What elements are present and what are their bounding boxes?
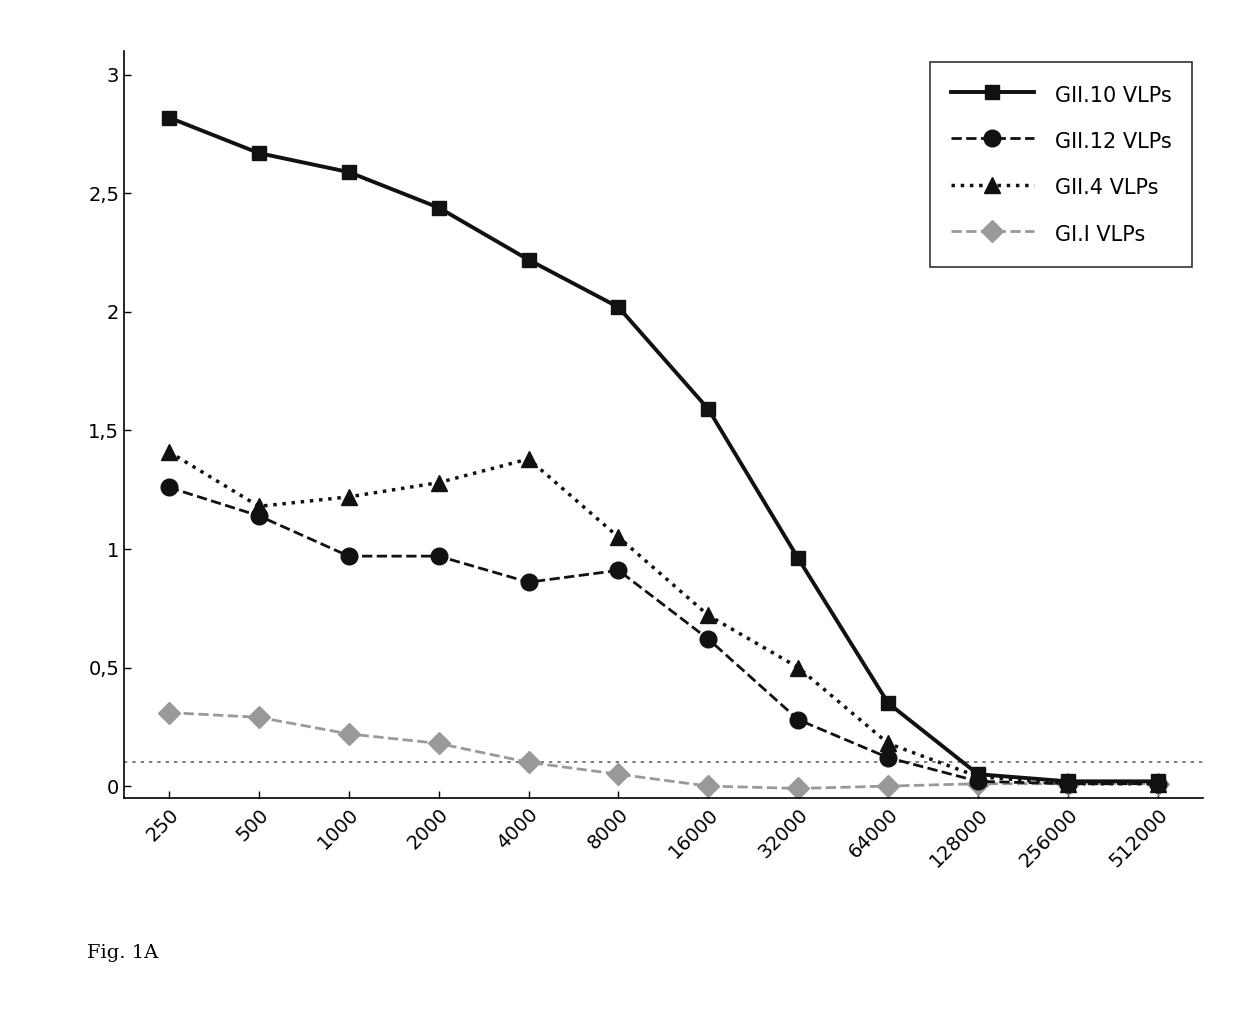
GI.I VLPs bbox=[701, 780, 715, 792]
GII.4 VLPs bbox=[521, 453, 536, 465]
GII.4 VLPs bbox=[611, 531, 626, 543]
GI.I VLPs bbox=[1151, 777, 1166, 790]
GII.12 VLPs bbox=[791, 714, 806, 726]
GII.4 VLPs bbox=[971, 770, 986, 783]
GII.12 VLPs bbox=[701, 633, 715, 646]
GII.4 VLPs bbox=[432, 477, 446, 489]
GII.4 VLPs bbox=[161, 446, 176, 458]
GII.12 VLPs bbox=[521, 576, 536, 588]
GII.12 VLPs bbox=[611, 565, 626, 577]
GII.10 VLPs bbox=[521, 254, 536, 266]
GI.I VLPs bbox=[252, 711, 267, 723]
GII.12 VLPs bbox=[432, 550, 446, 563]
GII.12 VLPs bbox=[252, 509, 267, 522]
GI.I VLPs bbox=[791, 783, 806, 795]
GII.10 VLPs bbox=[161, 112, 176, 124]
GII.10 VLPs bbox=[341, 166, 356, 178]
Line: GI.I VLPs: GI.I VLPs bbox=[161, 705, 1166, 796]
GII.10 VLPs bbox=[252, 147, 267, 160]
GII.4 VLPs bbox=[880, 738, 895, 750]
Legend: GII.10 VLPs, GII.12 VLPs, GII.4 VLPs, GI.I VLPs: GII.10 VLPs, GII.12 VLPs, GII.4 VLPs, GI… bbox=[930, 61, 1193, 267]
Text: Fig. 1A: Fig. 1A bbox=[87, 943, 157, 962]
GII.12 VLPs bbox=[341, 550, 356, 563]
GI.I VLPs bbox=[341, 727, 356, 740]
GI.I VLPs bbox=[432, 738, 446, 750]
GII.10 VLPs bbox=[791, 552, 806, 565]
GII.4 VLPs bbox=[1151, 777, 1166, 790]
GII.10 VLPs bbox=[611, 301, 626, 313]
GII.10 VLPs bbox=[971, 768, 986, 781]
Line: GII.4 VLPs: GII.4 VLPs bbox=[161, 444, 1166, 792]
GII.12 VLPs bbox=[971, 775, 986, 788]
GI.I VLPs bbox=[521, 756, 536, 768]
GII.4 VLPs bbox=[701, 610, 715, 622]
GII.4 VLPs bbox=[341, 491, 356, 503]
GII.10 VLPs bbox=[432, 202, 446, 214]
GII.4 VLPs bbox=[1060, 777, 1075, 790]
Line: GII.12 VLPs: GII.12 VLPs bbox=[161, 479, 1166, 792]
GII.10 VLPs bbox=[701, 403, 715, 415]
GII.12 VLPs bbox=[1151, 777, 1166, 790]
GII.4 VLPs bbox=[252, 500, 267, 513]
GI.I VLPs bbox=[880, 780, 895, 792]
GII.12 VLPs bbox=[161, 481, 176, 493]
GII.12 VLPs bbox=[880, 752, 895, 764]
GI.I VLPs bbox=[1060, 777, 1075, 790]
Line: GII.10 VLPs: GII.10 VLPs bbox=[162, 110, 1164, 789]
GII.12 VLPs bbox=[1060, 777, 1075, 790]
GII.10 VLPs bbox=[880, 697, 895, 709]
GII.10 VLPs bbox=[1151, 775, 1166, 788]
GII.4 VLPs bbox=[791, 662, 806, 674]
GI.I VLPs bbox=[161, 707, 176, 719]
GII.10 VLPs bbox=[1060, 775, 1075, 788]
GI.I VLPs bbox=[971, 777, 986, 790]
GI.I VLPs bbox=[611, 768, 626, 781]
